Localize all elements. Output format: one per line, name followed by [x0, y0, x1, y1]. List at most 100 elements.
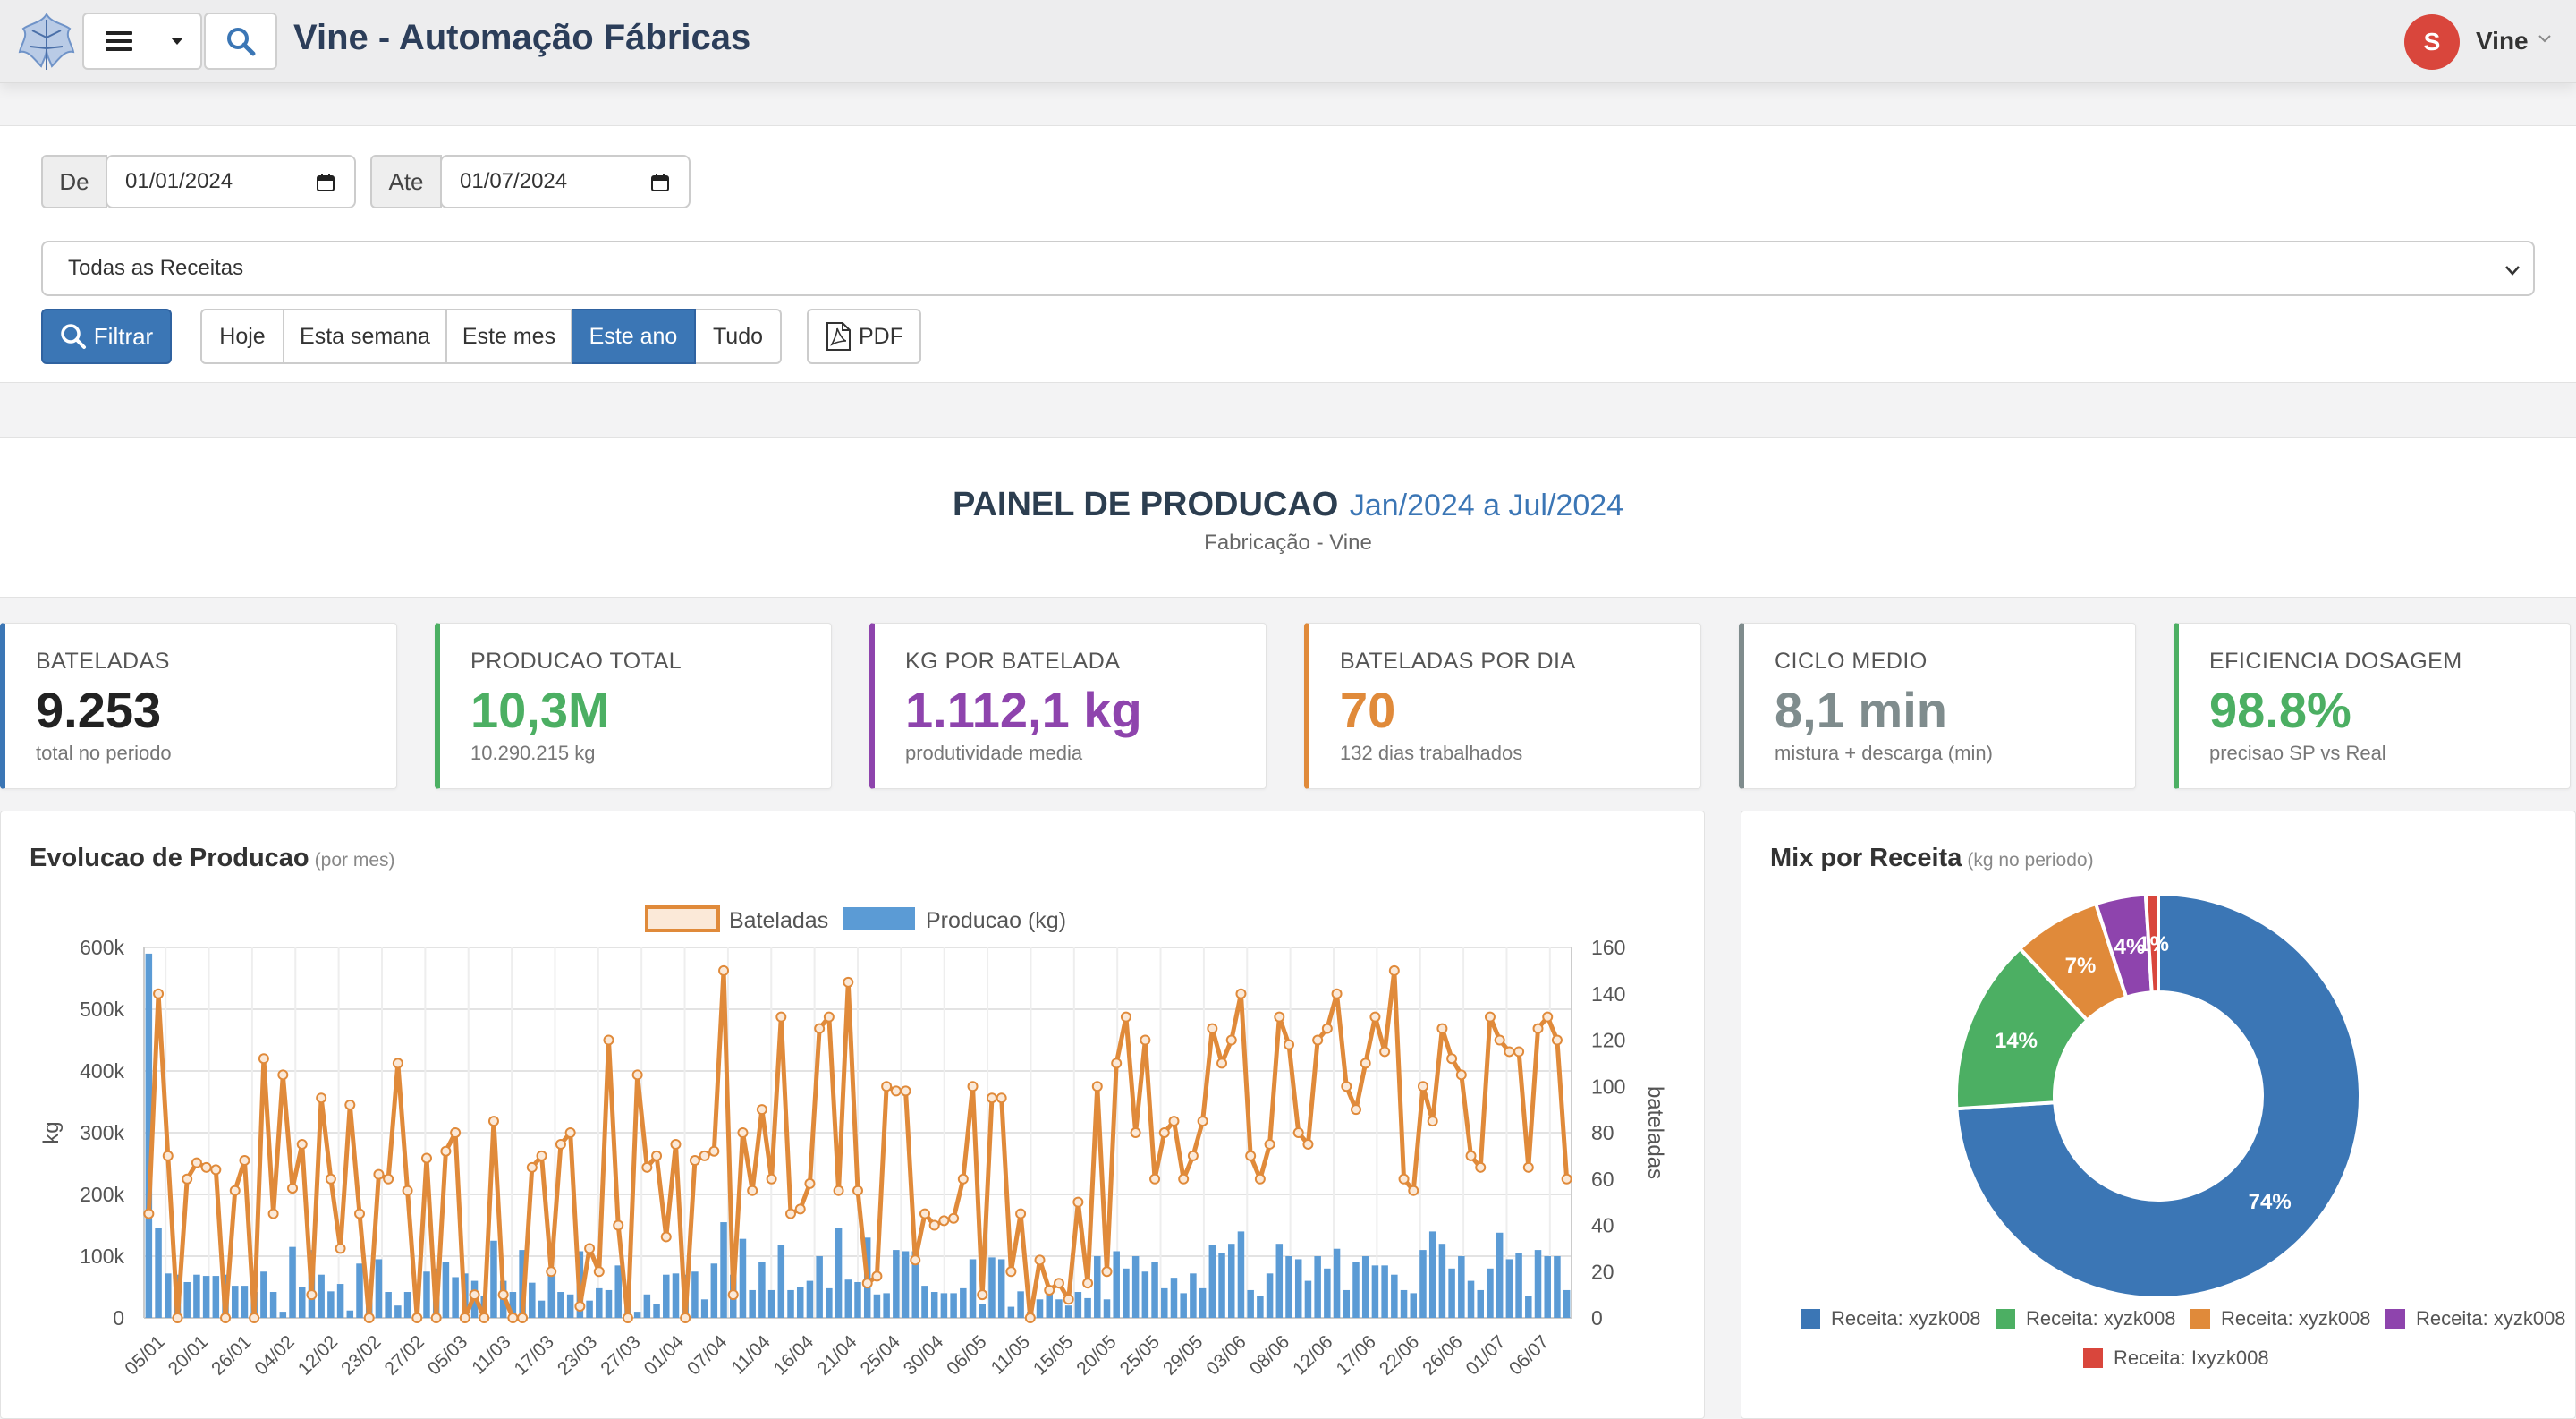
bar — [538, 1300, 546, 1318]
bar — [720, 1222, 727, 1318]
y-tick-label: 400k — [80, 1059, 124, 1083]
to-date-input[interactable]: 01/07/2024 — [440, 155, 691, 208]
x-tick-label: 06/07 — [1505, 1331, 1553, 1379]
point — [766, 1173, 777, 1185]
point — [814, 1023, 826, 1034]
period-month-button[interactable]: Este mes — [447, 309, 572, 364]
kpi-label: EFICIENCIA DOSAGEM — [2209, 649, 2462, 674]
point — [574, 1301, 586, 1313]
bar — [911, 1251, 919, 1318]
from-date-input[interactable]: 01/01/2024 — [106, 155, 356, 208]
line-series — [143, 964, 1572, 1323]
point — [938, 1215, 950, 1227]
period-year-button[interactable]: Este ano — [572, 309, 696, 364]
bar — [1285, 1256, 1292, 1318]
vine-leaf-logo-icon[interactable] — [14, 11, 79, 72]
search-button[interactable] — [204, 13, 277, 70]
menu-dropdown-button[interactable] — [154, 13, 202, 70]
point — [162, 1150, 174, 1161]
bar — [1036, 1299, 1044, 1318]
bar — [767, 1289, 775, 1318]
point — [1455, 1069, 1467, 1081]
y-tick-label: 300k — [80, 1121, 124, 1144]
point — [363, 1313, 375, 1323]
point — [487, 1116, 499, 1127]
bar — [442, 1262, 450, 1318]
legend-swatch — [2385, 1309, 2405, 1329]
point — [622, 1313, 633, 1323]
calendar-icon[interactable] — [649, 172, 671, 193]
pdf-button-label: PDF — [859, 323, 903, 349]
y-tick-label: 500k — [80, 998, 124, 1021]
point — [1168, 1116, 1180, 1127]
file-pdf-icon — [826, 322, 851, 351]
x-tick-label: 06/05 — [943, 1331, 990, 1379]
kpi-subtext: precisao SP vs Real — [2209, 742, 2386, 764]
bar — [826, 1287, 833, 1318]
bar — [1525, 1296, 1532, 1318]
point — [1388, 964, 1400, 976]
point — [1225, 1034, 1237, 1046]
point — [631, 1069, 643, 1081]
period-all-button[interactable]: Tudo — [696, 309, 782, 364]
user-name[interactable]: Vine — [2476, 27, 2529, 55]
bar — [672, 1273, 680, 1318]
point — [1331, 988, 1343, 999]
filter-button[interactable]: Filtrar — [41, 309, 172, 364]
point — [804, 1177, 816, 1189]
point — [1513, 1046, 1525, 1058]
point — [287, 1183, 299, 1194]
dashboard-header: PAINEL DE PRODUCAO Jan/2024 a Jul/2024 F… — [0, 437, 2576, 598]
bar — [873, 1294, 881, 1318]
user-avatar[interactable]: S — [2404, 14, 2460, 70]
period-today-button[interactable]: Hoje — [200, 309, 284, 364]
point — [737, 1127, 749, 1138]
bar — [356, 1263, 363, 1318]
bar — [1400, 1289, 1408, 1318]
bar — [394, 1305, 402, 1318]
donut-legend: Receita: xyzk008 Receita: xyzk008 Receita:… — [1801, 1307, 2566, 1369]
point — [1178, 1173, 1190, 1185]
x-tick-label: 27/02 — [380, 1331, 428, 1379]
bar — [710, 1263, 718, 1318]
point — [996, 1092, 1007, 1104]
legend-swatch — [2190, 1309, 2210, 1329]
bar — [385, 1292, 392, 1318]
x-tick-label: 20/01 — [165, 1331, 212, 1379]
y2-tick-label: 120 — [1591, 1029, 1625, 1052]
kpi-card-kg-por-batelada: KG POR BATELADA 1.112,1 kg produtividade… — [869, 623, 1267, 789]
calendar-icon[interactable] — [315, 172, 336, 193]
bar — [155, 1228, 162, 1318]
top-navbar: Vine - Automação Fábricas S Vine — [0, 0, 2576, 83]
bar — [1170, 1278, 1178, 1318]
point — [507, 1313, 519, 1323]
kpi-value: 98.8% — [2209, 682, 2351, 738]
x-tick-label: 11/04 — [727, 1331, 775, 1379]
bar — [547, 1276, 555, 1318]
pdf-export-button[interactable]: PDF — [807, 309, 921, 364]
menu-toggle-button[interactable] — [82, 13, 156, 70]
bar — [318, 1274, 325, 1318]
chevron-down-icon — [2505, 266, 2520, 276]
x-tick-label: 15/05 — [1030, 1331, 1077, 1379]
bar — [1208, 1245, 1216, 1318]
bar — [1190, 1273, 1197, 1318]
point — [420, 1152, 432, 1164]
kpi-value: 10,3M — [470, 682, 610, 738]
point — [689, 1155, 700, 1167]
bar — [423, 1271, 430, 1318]
period-week-button[interactable]: Esta semana — [284, 309, 447, 364]
chevron-down-icon[interactable] — [2537, 30, 2553, 47]
bar — [700, 1299, 708, 1318]
point — [392, 1058, 403, 1069]
y2-axis-title: bateladas — [1643, 1086, 1667, 1179]
point — [1015, 1208, 1027, 1219]
slice-label: 1% — [2138, 932, 2169, 956]
recipe-select[interactable]: Todas as Receitas — [41, 241, 2535, 296]
point — [277, 1069, 289, 1081]
kpi-card-ciclo-medio: CICLO MEDIO 8,1 min mistura + descarga (… — [1739, 623, 2136, 789]
point — [411, 1313, 423, 1323]
bar — [403, 1292, 411, 1318]
point — [564, 1127, 576, 1138]
point — [172, 1313, 183, 1323]
